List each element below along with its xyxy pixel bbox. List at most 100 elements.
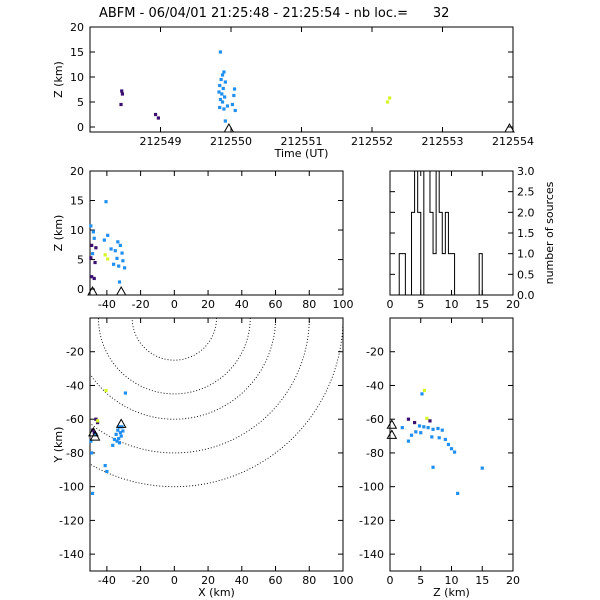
figure-title: ABFM - 06/04/01 21:25:48 - 21:25:54 - nb…: [99, 6, 449, 21]
x-tick-label: 0: [387, 298, 394, 311]
data-point: [414, 430, 418, 434]
x-tick-label: 15: [475, 574, 489, 587]
data-point: [90, 491, 95, 496]
data-point: [480, 466, 484, 470]
x-tick-label: 20: [201, 298, 215, 311]
data-point: [219, 77, 223, 82]
data-point: [220, 100, 225, 104]
x-tick-label: 10: [445, 298, 459, 311]
station-marker: [87, 285, 98, 296]
data-point: [400, 426, 404, 430]
data-point: [106, 233, 110, 237]
x-tick-label: 15: [475, 298, 489, 311]
data-point: [221, 86, 225, 91]
data-point: [446, 442, 451, 447]
data-point: [104, 200, 108, 204]
y-tick-label: -120: [59, 514, 84, 527]
data-point: [90, 275, 94, 279]
y-tick-label: 3.0: [517, 165, 535, 178]
data-point: [232, 93, 236, 98]
x-axis-label: Z (km): [433, 586, 470, 599]
y-tick-label: -40: [66, 379, 84, 392]
y-tick-label: -140: [359, 548, 384, 561]
data-point: [431, 465, 435, 469]
range-ring: [90, 318, 343, 488]
data-point: [120, 425, 124, 429]
data-point: [90, 252, 95, 256]
data-point: [232, 87, 237, 91]
zy-panel: 0 5 10 15 20 -140 -120 -100 -80 -60 -40 -20 Z (km): [359, 317, 520, 599]
data-point: [225, 104, 230, 108]
x-tick-label: 20: [506, 298, 520, 311]
y-axis-label: Z (km): [52, 61, 65, 98]
data-point: [120, 251, 124, 255]
data-point: [91, 230, 95, 234]
data-point: [437, 436, 441, 440]
data-point: [117, 264, 121, 268]
data-point: [103, 253, 107, 257]
xz-panel: -40 -20 0 20 40 60 80 100 0 5 10 15 20 Z (km): [52, 165, 354, 311]
data-point: [106, 257, 110, 261]
y-tick-label: 2.5: [517, 186, 535, 199]
data-point: [452, 450, 457, 454]
data-point: [118, 243, 122, 247]
y-tick-label: -80: [366, 447, 384, 460]
data-point: [431, 427, 435, 431]
y-tick-label: 20: [70, 21, 84, 34]
range-ring: [131, 318, 217, 361]
data-point: [156, 116, 160, 120]
data-point: [428, 419, 432, 423]
data-point: [93, 260, 97, 265]
data-point: [422, 425, 426, 429]
y-tick-label: 10: [70, 224, 84, 237]
data-point: [220, 73, 225, 77]
x-tick-label: 5: [417, 298, 424, 311]
x-axis-label: X (km): [198, 586, 235, 599]
data-point: [443, 437, 447, 442]
y-tick-label: 0.5: [517, 268, 535, 281]
y-tick-label: 5: [77, 254, 84, 267]
y-tick-label: -140: [59, 548, 84, 561]
x-tick-label: 212554: [492, 135, 534, 148]
x-tick-label: 80: [302, 298, 316, 311]
data-point: [449, 447, 454, 451]
station-marker: [115, 285, 127, 296]
data-point: [104, 388, 108, 393]
data-point: [223, 119, 227, 123]
data-point: [116, 240, 120, 244]
station-marker: [223, 122, 235, 133]
x-tick-label: 20: [201, 574, 215, 587]
histogram-panel: 0 5 10 15 200.0 0.5 1.0 1.5 2.0 2.5 3.0 number of s…: [387, 165, 557, 311]
data-point: [117, 425, 122, 429]
x-tick-label: 80: [302, 574, 316, 587]
data-point: [422, 388, 427, 393]
x-tick-label: 212549: [140, 135, 182, 148]
y-tick-label: -60: [366, 413, 384, 426]
data-point: [222, 70, 226, 74]
x-tick-label: 40: [235, 298, 249, 311]
data-point: [117, 280, 122, 284]
data-point: [119, 102, 123, 107]
y-tick-label: -120: [359, 514, 384, 527]
data-point: [89, 224, 93, 228]
y-tick-label: -20: [66, 346, 84, 359]
x-tick-label: 0: [387, 574, 394, 587]
x-tick-label: -40: [98, 298, 116, 311]
data-point: [90, 243, 94, 247]
data-point: [385, 100, 390, 104]
data-point: [413, 420, 417, 425]
data-point: [117, 441, 122, 445]
x-tick-label: 60: [269, 298, 283, 311]
data-point: [230, 102, 235, 107]
data-point: [218, 97, 223, 102]
data-point: [92, 236, 96, 240]
y-tick-label: 2.0: [517, 206, 535, 219]
x-tick-label: 212551: [281, 135, 323, 148]
station-marker: [386, 419, 398, 429]
y-tick-label: -60: [66, 413, 84, 426]
y-tick-label: -100: [59, 481, 84, 494]
range-ring: [98, 318, 251, 395]
data-point: [406, 417, 411, 421]
data-point: [109, 247, 113, 251]
